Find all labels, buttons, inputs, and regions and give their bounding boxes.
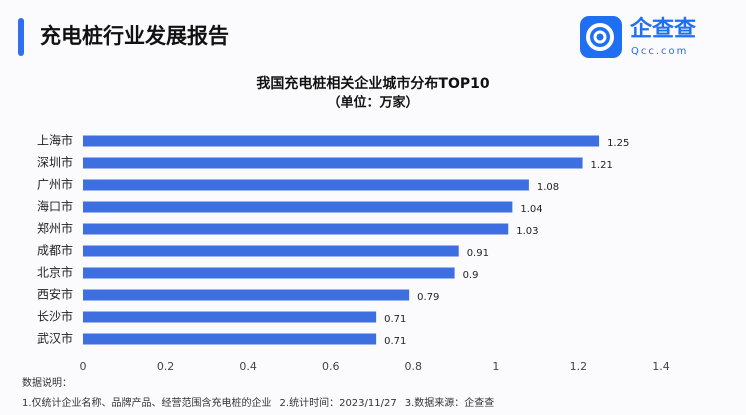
value-label: 0.79 — [417, 292, 439, 303]
category-label: 深圳市 — [37, 155, 73, 170]
value-label: 1.08 — [537, 182, 559, 193]
value-label: 1.04 — [520, 204, 542, 215]
value-label: 1.25 — [607, 138, 629, 149]
category-label: 长沙市 — [37, 309, 73, 324]
logo: 企查查 Qcc.com — [580, 16, 696, 58]
bar — [83, 179, 529, 191]
note-item: 1.仅统计企业名称、品牌产品、经营范围含充电桩的企业 — [22, 396, 272, 409]
header-title: 充电桩行业发展报告 — [40, 24, 229, 48]
title-accent — [18, 18, 24, 56]
bar — [83, 223, 509, 235]
category-label: 西安市 — [37, 287, 73, 302]
chart-subtitle: （单位：万家） — [327, 95, 418, 111]
bar — [83, 157, 583, 169]
category-label: 上海市 — [37, 133, 73, 148]
value-label: 1.21 — [591, 160, 613, 171]
value-label: 0.71 — [384, 314, 406, 325]
bar — [83, 333, 377, 345]
x-tick-label: 0.6 — [322, 360, 340, 373]
note-item: 3.数据来源：企查查 — [405, 396, 495, 409]
category-label: 武汉市 — [37, 331, 73, 346]
x-tick-label: 1.2 — [570, 360, 588, 373]
note-item: 2.统计时间：2023/11/27 — [280, 396, 397, 409]
bar — [83, 201, 513, 213]
x-tick-label: 0 — [80, 360, 87, 373]
category-label: 北京市 — [37, 265, 73, 280]
logo-text: 企查查 — [629, 16, 696, 42]
value-label: 1.03 — [516, 226, 538, 237]
x-tick-label: 1.4 — [652, 360, 670, 373]
logo-sub: Qcc.com — [631, 46, 688, 57]
chart-title: 我国充电桩相关企业城市分布TOP10 — [256, 75, 489, 92]
bar — [83, 289, 410, 301]
x-tick-label: 0.4 — [239, 360, 257, 373]
category-label: 郑州市 — [37, 221, 73, 236]
bar — [83, 245, 459, 257]
value-label: 0.71 — [384, 336, 406, 347]
bar — [83, 267, 455, 279]
x-tick-label: 1 — [492, 360, 499, 373]
bar — [83, 311, 377, 323]
category-label: 海口市 — [37, 199, 73, 214]
category-label: 广州市 — [37, 177, 73, 192]
notes-label: 数据说明： — [22, 376, 72, 389]
x-tick-label: 0.8 — [405, 360, 423, 373]
logo-icon — [580, 16, 622, 58]
x-tick-label: 0.2 — [157, 360, 175, 373]
logo-inner — [593, 30, 607, 44]
category-label: 成都市 — [37, 243, 73, 258]
value-label: 0.91 — [467, 248, 489, 259]
value-label: 0.9 — [463, 270, 479, 281]
logo-ring — [586, 23, 614, 51]
bar — [83, 135, 600, 147]
